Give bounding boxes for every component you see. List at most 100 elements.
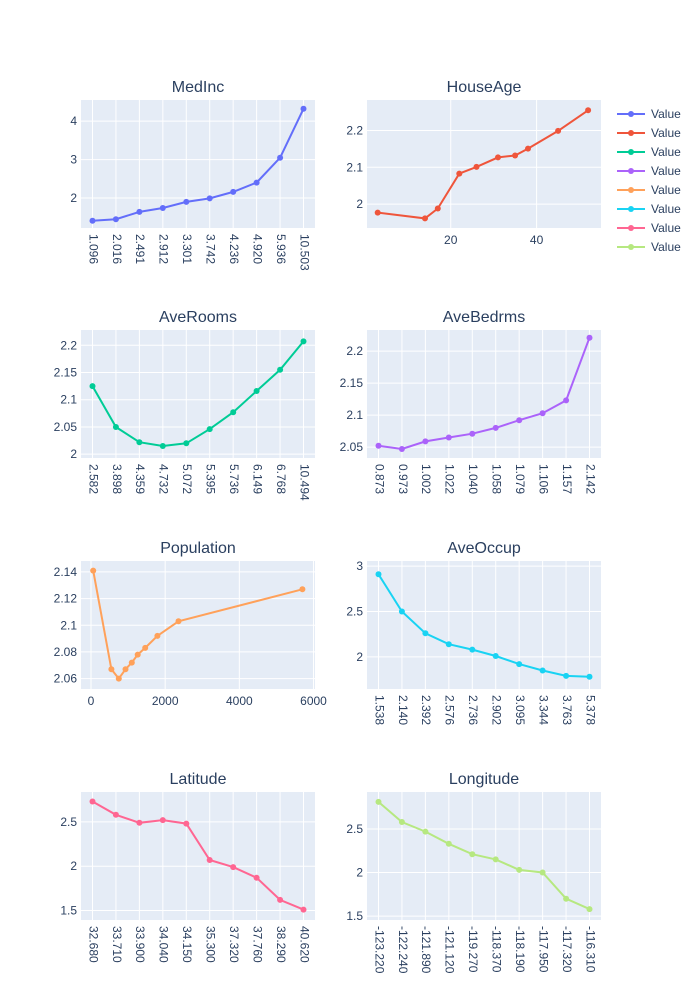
data-point [585, 107, 592, 114]
x-tick-label: -119.270 [466, 926, 480, 973]
legend-swatch-marker [628, 244, 634, 250]
data-point [492, 653, 499, 659]
y-tick-label: 2.2 [60, 338, 77, 352]
legend-swatch-marker [628, 187, 634, 193]
data-point [154, 632, 161, 639]
data-point [586, 673, 593, 680]
data-point [445, 434, 452, 441]
x-tick-label: 6.149 [250, 464, 264, 494]
legend-swatch-marker [628, 206, 634, 212]
y-tick-label: 2.05 [54, 420, 78, 434]
y-tick-label: 1.5 [60, 904, 77, 918]
data-point [469, 851, 476, 858]
subplot-latitude: 1.5 2 2.5 32.680 33.710 33.900 34.040 34.150 35.… [60, 771, 315, 963]
x-tick-label: 3.742 [204, 234, 218, 264]
data-point [445, 840, 452, 847]
legend-label: Value [651, 183, 681, 197]
data-point [183, 198, 190, 205]
x-tick-label: 5.072 [180, 464, 194, 494]
x-tick-label: 34.040 [157, 926, 171, 963]
y-tick-label: 2.5 [346, 605, 363, 619]
y-tick-label: 2.1 [346, 408, 363, 422]
x-tick-label: -118.190 [513, 926, 527, 973]
data-point [456, 170, 463, 177]
x-tick-label: 6000 [300, 694, 327, 708]
series-line-avebedrms [378, 337, 591, 451]
data-point [253, 874, 260, 881]
x-tick-label: 4.920 [250, 234, 264, 264]
series-line-population [92, 570, 303, 681]
subplot-title: AveRooms [159, 309, 237, 326]
legend-item: Value [617, 126, 681, 140]
data-point [492, 424, 499, 431]
x-tick-label: 35.300 [204, 926, 218, 963]
data-point [136, 208, 143, 215]
x-tick-label: 40.620 [297, 926, 311, 963]
data-point [516, 417, 523, 424]
y-tick-label: 2 [70, 191, 77, 205]
x-tick-label: 4000 [226, 694, 253, 708]
legend-label: Value [651, 107, 681, 121]
data-point [422, 438, 429, 445]
data-point [230, 188, 237, 195]
x-tick-label: 2.582 [86, 464, 100, 494]
x-tick-label: 2.912 [157, 234, 171, 264]
series-line-longitude [377, 801, 590, 911]
subplot-title: MedInc [172, 79, 224, 96]
data-point [115, 675, 122, 682]
x-tick-label: 3.095 [513, 695, 527, 725]
legend-item: Value [617, 107, 681, 121]
x-tick-label: 2.016 [110, 234, 124, 264]
subplot-title: HouseAge [447, 79, 522, 96]
x-tick-label: 10.494 [297, 464, 311, 501]
data-point [112, 811, 119, 818]
y-tick-label: 2.08 [54, 645, 78, 659]
x-tick-label: 4.359 [133, 464, 147, 494]
x-tick-label: 20 [444, 233, 458, 247]
data-point [122, 666, 129, 673]
subplot-title: Latitude [170, 771, 227, 788]
y-tick-label: 2 [356, 866, 363, 880]
x-tick-label: 1.538 [372, 695, 386, 725]
x-tick-label: -121.890 [419, 926, 433, 974]
x-tick-label: 2.576 [443, 695, 457, 725]
data-point [375, 571, 382, 578]
x-tick-label: 1.002 [419, 464, 433, 494]
data-point [206, 857, 213, 863]
data-point [253, 179, 260, 186]
x-tick-label: -116.310 [583, 926, 597, 973]
y-tick-label: 2.2 [346, 124, 363, 138]
data-point [422, 630, 429, 637]
data-point [112, 424, 119, 430]
x-tick-label: -123.220 [372, 926, 386, 974]
legend-swatch-marker [628, 168, 634, 174]
x-tick-label: 2.392 [419, 695, 433, 725]
data-point [586, 906, 593, 913]
data-point [512, 152, 519, 159]
x-tick-label: 2.736 [466, 695, 480, 725]
x-tick-label: 40 [530, 233, 544, 247]
data-point [563, 895, 570, 902]
x-tick-label: 6.768 [274, 464, 288, 494]
data-point [159, 443, 166, 449]
data-point [398, 446, 405, 452]
x-tick-label: 1.096 [86, 234, 100, 264]
data-point [375, 442, 382, 449]
x-tick-label: 4.236 [227, 234, 241, 264]
legend-label: Value [651, 164, 681, 178]
legend-item: Value [617, 221, 681, 235]
data-point [539, 410, 546, 417]
x-tick-label: 1.022 [443, 464, 457, 494]
x-tick-label: -117.320 [560, 926, 574, 973]
y-tick-label: 2.1 [60, 618, 77, 632]
y-tick-label: 2.05 [340, 440, 364, 454]
subplot-title: Longitude [449, 771, 519, 788]
data-point [473, 163, 480, 170]
data-point [206, 426, 213, 433]
subplot-title: AveOccup [447, 540, 521, 557]
y-tick-label: 2.14 [54, 565, 78, 579]
data-point [159, 205, 166, 211]
data-point [89, 217, 96, 224]
x-tick-label: 3.898 [110, 464, 124, 494]
